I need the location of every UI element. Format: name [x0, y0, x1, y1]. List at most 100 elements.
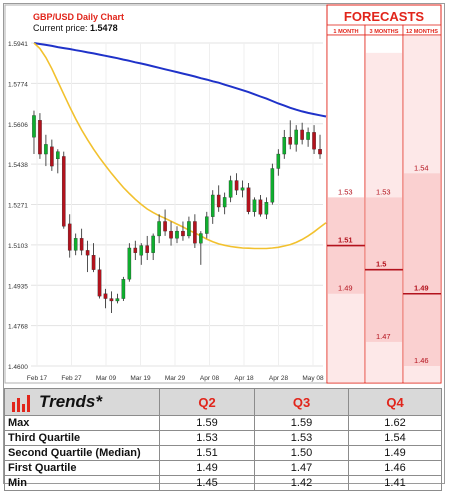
short-moving-average-line	[33, 42, 327, 250]
y-tick-label: 1.5103	[8, 243, 28, 250]
candle-body	[32, 115, 36, 138]
y-tick-label: 1.5774	[8, 81, 28, 88]
candle-body	[121, 279, 126, 299]
table-cell: 1.59	[159, 415, 255, 431]
candle-body	[193, 221, 197, 244]
table-row: Min 1.45 1.42 1.41	[4, 475, 442, 491]
candle-body	[306, 132, 310, 140]
candle-body	[187, 221, 191, 237]
candle-body	[234, 180, 239, 191]
table-cell: 1.45	[159, 475, 255, 491]
candle-body	[145, 245, 149, 253]
candle-body	[282, 137, 287, 155]
forecast-value-label: 1.46	[414, 356, 429, 365]
candle-body	[288, 137, 293, 145]
current-price-value: 1.5478	[90, 23, 118, 33]
candle-body	[127, 247, 132, 280]
table-cell: 1.51	[159, 445, 255, 461]
x-tick-label: Feb 27	[61, 375, 82, 382]
forecast-value-label: 1.53	[338, 187, 353, 196]
forecast-interquartile-band	[404, 173, 440, 366]
candle-body	[61, 156, 66, 227]
candle-body	[294, 129, 298, 145]
table-row: Third Quartile 1.53 1.53 1.54	[4, 430, 442, 446]
table-cell: 1.53	[254, 430, 349, 446]
forecast-panel: FORECASTS 1 MONTH 1.53 1.51 1.49 3 MONTHS 1.5…	[326, 4, 442, 384]
candle-body	[38, 120, 42, 155]
x-tick-label: Mar 29	[165, 375, 186, 382]
trends-table: Trends* Q2 Q3 Q4 Max 1.59 1.59 1.62 Thir…	[4, 388, 442, 491]
chart-title: GBP/USD Daily Chart	[33, 12, 124, 22]
candle-body	[258, 199, 263, 215]
candle-body	[151, 235, 155, 253]
trends-header-row: Trends* Q2 Q3 Q4	[4, 388, 442, 416]
long-moving-average-line	[33, 42, 327, 118]
trends-title: Trends*	[39, 392, 102, 411]
candle-body	[50, 146, 54, 167]
table-cell: 1.41	[348, 475, 442, 491]
table-cell: 1.59	[254, 415, 349, 431]
row-label: Min	[4, 475, 160, 491]
y-tick-label: 1.5271	[8, 203, 28, 210]
row-label: First Quartile	[4, 460, 160, 476]
candle-body	[73, 238, 78, 251]
candle-body	[79, 238, 84, 251]
candle-body	[169, 230, 173, 239]
candle-body	[115, 298, 120, 302]
table-cell: 1.50	[254, 445, 349, 461]
trends-col-q4: Q4	[348, 388, 442, 416]
x-tick-label: Feb 17	[27, 375, 48, 382]
candle-body	[276, 153, 281, 169]
row-label: Second Quartile (Median)	[4, 445, 160, 461]
candle-body	[216, 194, 221, 208]
candle-body	[85, 250, 90, 256]
table-row: Second Quartile (Median) 1.51 1.50 1.49	[4, 445, 442, 461]
table-cell: 1.47	[254, 460, 349, 476]
candle-body	[97, 269, 102, 297]
candle-body	[157, 221, 161, 237]
y-tick-label: 1.4600	[8, 364, 28, 371]
forecast-value-label: 1.49	[338, 284, 353, 293]
table-cell: 1.42	[254, 475, 349, 491]
forecast-value-label: 1.5	[376, 260, 386, 269]
candle-body	[133, 247, 138, 253]
trends-header-label: Trends*	[4, 388, 160, 416]
candle-body	[163, 221, 167, 232]
forecast-column-label: 1 MONTH	[333, 29, 358, 35]
y-tick-label: 1.4768	[8, 324, 28, 331]
bar-chart-icon	[12, 394, 30, 412]
forecast-chart: 1.5941 1.5774 1.5606 1.5438 1.5271 1.5103 1.49…	[4, 4, 442, 384]
x-tick-label: Mar 19	[130, 375, 151, 382]
candle-body	[210, 194, 215, 217]
row-label: Max	[4, 415, 160, 431]
candle-body	[318, 149, 322, 155]
candle-body	[252, 199, 257, 212]
table-cell: 1.62	[348, 415, 442, 431]
trends-col-q3: Q3	[254, 388, 349, 416]
candle-body	[175, 230, 179, 239]
y-tick-label: 1.5606	[8, 122, 28, 129]
candle-body	[67, 223, 72, 251]
candle-body	[312, 132, 316, 150]
candlestick-series	[32, 110, 322, 314]
candle-body	[181, 230, 185, 237]
candle-body	[205, 216, 209, 234]
y-tick-label: 1.4935	[8, 283, 28, 290]
forecast-value-label: 1.53	[376, 187, 391, 196]
forecast-value-label: 1.47	[376, 332, 391, 341]
candle-body	[199, 233, 203, 244]
candle-body	[240, 187, 245, 191]
candle-body	[246, 187, 251, 212]
candle-body	[44, 144, 48, 155]
candle-body	[228, 180, 233, 198]
forecast-column-label: 3 MONTHS	[370, 29, 399, 35]
x-tick-label: May 08	[302, 375, 324, 382]
x-tick-label: Apr 28	[269, 375, 289, 382]
table-cell: 1.49	[348, 445, 442, 461]
x-tick-label: Mar 09	[96, 375, 117, 382]
forecast-title: FORECASTS	[344, 9, 425, 24]
candle-body	[109, 298, 114, 302]
candle-body	[300, 129, 304, 140]
table-row: First Quartile 1.49 1.47 1.46	[4, 460, 442, 476]
current-price-line: Current price: 1.5478	[33, 23, 118, 33]
